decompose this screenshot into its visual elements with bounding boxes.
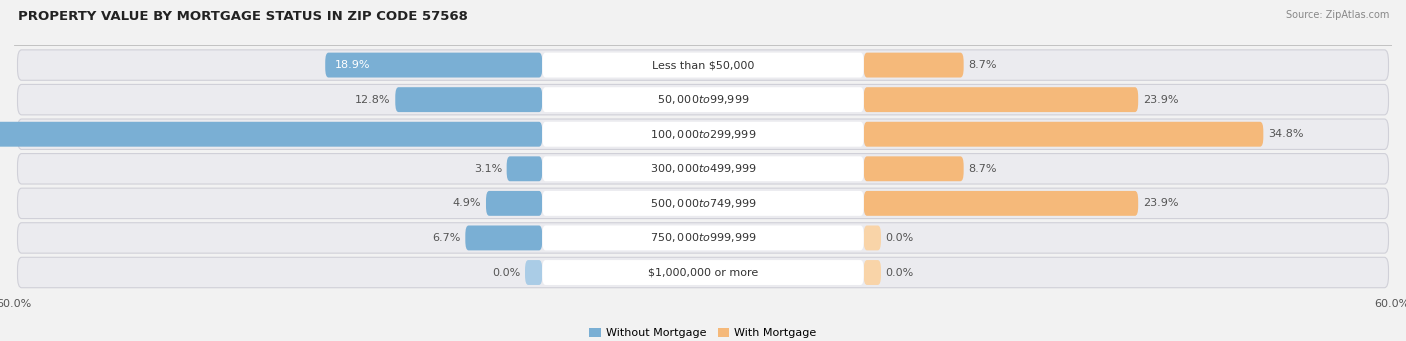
Text: $100,000 to $299,999: $100,000 to $299,999 bbox=[650, 128, 756, 141]
FancyBboxPatch shape bbox=[17, 223, 1389, 253]
Text: Less than $50,000: Less than $50,000 bbox=[652, 60, 754, 70]
Text: Source: ZipAtlas.com: Source: ZipAtlas.com bbox=[1285, 10, 1389, 20]
Text: 34.8%: 34.8% bbox=[1268, 129, 1303, 139]
FancyBboxPatch shape bbox=[506, 156, 543, 181]
Text: 8.7%: 8.7% bbox=[969, 60, 997, 70]
Text: 3.1%: 3.1% bbox=[474, 164, 502, 174]
FancyBboxPatch shape bbox=[17, 257, 1389, 288]
FancyBboxPatch shape bbox=[465, 225, 543, 250]
Text: 8.7%: 8.7% bbox=[969, 164, 997, 174]
Legend: Without Mortgage, With Mortgage: Without Mortgage, With Mortgage bbox=[585, 323, 821, 341]
FancyBboxPatch shape bbox=[863, 156, 963, 181]
Text: $50,000 to $99,999: $50,000 to $99,999 bbox=[657, 93, 749, 106]
Text: $300,000 to $499,999: $300,000 to $499,999 bbox=[650, 162, 756, 175]
FancyBboxPatch shape bbox=[863, 53, 963, 77]
FancyBboxPatch shape bbox=[543, 260, 863, 285]
FancyBboxPatch shape bbox=[486, 191, 543, 216]
FancyBboxPatch shape bbox=[543, 122, 863, 147]
FancyBboxPatch shape bbox=[17, 50, 1389, 80]
Text: PROPERTY VALUE BY MORTGAGE STATUS IN ZIP CODE 57568: PROPERTY VALUE BY MORTGAGE STATUS IN ZIP… bbox=[18, 10, 468, 23]
FancyBboxPatch shape bbox=[863, 87, 1139, 112]
FancyBboxPatch shape bbox=[17, 188, 1389, 219]
FancyBboxPatch shape bbox=[863, 225, 882, 250]
Text: 4.9%: 4.9% bbox=[453, 198, 481, 208]
FancyBboxPatch shape bbox=[543, 156, 863, 181]
FancyBboxPatch shape bbox=[524, 260, 543, 285]
Text: 0.0%: 0.0% bbox=[492, 268, 520, 278]
FancyBboxPatch shape bbox=[17, 119, 1389, 149]
FancyBboxPatch shape bbox=[863, 122, 1264, 147]
FancyBboxPatch shape bbox=[395, 87, 543, 112]
FancyBboxPatch shape bbox=[17, 85, 1389, 115]
FancyBboxPatch shape bbox=[543, 87, 863, 112]
Text: 6.7%: 6.7% bbox=[433, 233, 461, 243]
Text: 0.0%: 0.0% bbox=[886, 268, 914, 278]
FancyBboxPatch shape bbox=[863, 191, 1139, 216]
FancyBboxPatch shape bbox=[0, 122, 543, 147]
Text: 12.8%: 12.8% bbox=[356, 95, 391, 105]
Text: 0.0%: 0.0% bbox=[886, 233, 914, 243]
Text: $750,000 to $999,999: $750,000 to $999,999 bbox=[650, 232, 756, 244]
Text: 18.9%: 18.9% bbox=[335, 60, 370, 70]
Text: $1,000,000 or more: $1,000,000 or more bbox=[648, 268, 758, 278]
Text: 23.9%: 23.9% bbox=[1143, 198, 1178, 208]
FancyBboxPatch shape bbox=[863, 260, 882, 285]
Text: 23.9%: 23.9% bbox=[1143, 95, 1178, 105]
FancyBboxPatch shape bbox=[543, 53, 863, 77]
FancyBboxPatch shape bbox=[543, 191, 863, 216]
FancyBboxPatch shape bbox=[325, 53, 543, 77]
FancyBboxPatch shape bbox=[17, 153, 1389, 184]
Text: $500,000 to $749,999: $500,000 to $749,999 bbox=[650, 197, 756, 210]
FancyBboxPatch shape bbox=[543, 225, 863, 250]
